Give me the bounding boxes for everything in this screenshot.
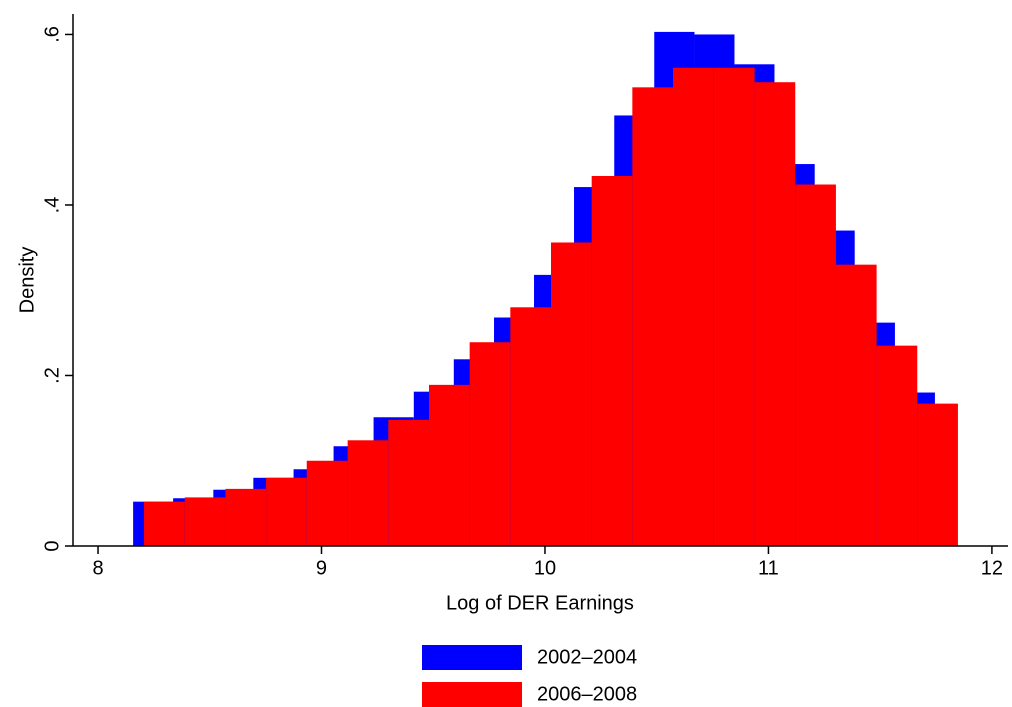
histogram-bar [306, 460, 348, 546]
x-tick-label: 12 [981, 557, 1003, 579]
histogram-bar [266, 477, 307, 546]
x-tick-label: 10 [534, 557, 556, 579]
legend-label: 2006–2008 [537, 683, 637, 705]
y-tick-label: .4 [41, 197, 63, 214]
histogram-bar [795, 184, 836, 546]
y-axis-title: Density [16, 247, 38, 314]
legend-swatch [422, 645, 522, 670]
histogram-bar [917, 403, 958, 546]
y-tick-label: .6 [41, 26, 63, 43]
x-tick-label: 8 [92, 557, 103, 579]
legend-swatch [422, 682, 522, 707]
x-tick-label: 9 [316, 557, 327, 579]
histogram-bar [876, 345, 918, 546]
y-tick-label: .2 [41, 367, 63, 384]
histogram-bar [225, 488, 267, 546]
x-axis-title: Log of DER Earnings [446, 592, 634, 614]
y-tick-label: 0 [41, 540, 63, 551]
histogram-bar [551, 242, 592, 546]
histogram-bar [510, 307, 552, 546]
histogram-bar [673, 67, 714, 546]
legend-label: 2002–2004 [537, 646, 637, 668]
histogram-bar [713, 67, 755, 546]
x-tick-label: 11 [758, 557, 779, 579]
histogram-bar [144, 501, 185, 546]
histogram-bar [632, 87, 674, 547]
histogram-bar [388, 419, 429, 546]
histogram-bar [835, 264, 877, 546]
histogram-bar [428, 384, 470, 546]
histogram-bar [591, 175, 633, 546]
histogram-bar [754, 82, 796, 546]
histogram-bar [347, 440, 389, 546]
histogram-bar [469, 342, 511, 546]
histogram-bar [184, 497, 226, 546]
